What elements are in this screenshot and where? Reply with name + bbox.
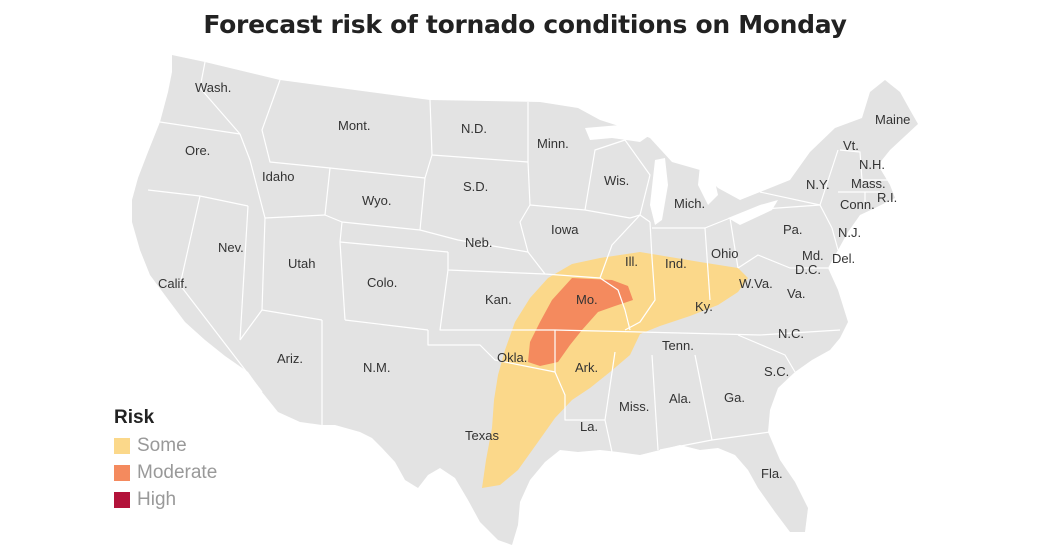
state-label-va: Va.: [787, 286, 806, 301]
legend-item-some: Some: [114, 432, 217, 459]
state-label-maine: Maine: [875, 112, 910, 127]
state-label-ri: R.I.: [877, 190, 897, 205]
state-label-texas: Texas: [465, 428, 499, 443]
state-label-colo: Colo.: [367, 275, 397, 290]
state-label-calif: Calif.: [158, 276, 188, 291]
state-label-wyo: Wyo.: [362, 193, 392, 208]
risk-area-moderate: [528, 278, 633, 366]
state-label-ky: Ky.: [695, 299, 713, 314]
state-label-utah: Utah: [288, 256, 315, 271]
legend-item-moderate: Moderate: [114, 459, 217, 486]
state-label-wva: W.Va.: [739, 276, 773, 291]
state-label-okla: Okla.: [497, 350, 527, 365]
state-label-mass: Mass.: [851, 176, 886, 191]
state-label-nh: N.H.: [859, 157, 885, 172]
state-label-ark: Ark.: [575, 360, 598, 375]
map-title: Forecast risk of tornado conditions on M…: [203, 10, 847, 39]
legend-item-high: High: [114, 486, 217, 513]
state-borders: [147, 61, 895, 453]
legend-swatch-some: [114, 437, 130, 454]
state-label-mont: Mont.: [338, 118, 371, 133]
state-label-ga: Ga.: [724, 390, 745, 405]
legend-swatch-high: [114, 491, 130, 508]
state-label-dc: D.C.: [795, 262, 821, 277]
state-label-ore: Ore.: [185, 143, 210, 158]
state-label-mich: Mich.: [674, 196, 705, 211]
state-label-tenn: Tenn.: [662, 338, 694, 353]
state-label-vt: Vt.: [843, 138, 859, 153]
state-label-ariz: Ariz.: [277, 351, 303, 366]
state-label-pa: Pa.: [783, 222, 803, 237]
state-label-nm: N.M.: [363, 360, 390, 375]
state-label-minn: Minn.: [537, 136, 569, 151]
legend-label-high: High: [137, 488, 177, 510]
lake-erie: [728, 200, 778, 225]
state-label-del: Del.: [832, 251, 855, 266]
state-label-ill: Ill.: [625, 254, 638, 269]
lake-huron: [698, 165, 718, 205]
legend-label-moderate: Moderate: [137, 461, 218, 483]
legend-swatch-moderate: [114, 464, 130, 481]
state-label-mo: Mo.: [576, 292, 598, 307]
state-label-nj: N.J.: [838, 225, 861, 240]
state-label-sc: S.C.: [764, 364, 789, 379]
state-labels: Wash. Ore. Calif. Idaho Nev. Mont. Wyo. …: [158, 80, 910, 481]
state-label-la: La.: [580, 419, 598, 434]
legend-title: Risk: [114, 407, 155, 428]
state-label-sd: S.D.: [463, 179, 488, 194]
state-label-ala: Ala.: [669, 391, 691, 406]
state-label-miss: Miss.: [619, 399, 649, 414]
state-label-ny: N.Y.: [806, 177, 830, 192]
state-label-nd: N.D.: [461, 121, 487, 136]
state-label-fla: Fla.: [761, 466, 783, 481]
state-label-ohio: Ohio: [711, 246, 738, 261]
state-label-wis: Wis.: [604, 173, 629, 188]
state-label-nc: N.C.: [778, 326, 804, 341]
state-label-idaho: Idaho: [262, 169, 295, 184]
state-label-nev: Nev.: [218, 240, 244, 255]
state-label-iowa: Iowa: [551, 222, 579, 237]
legend-label-some: Some: [137, 434, 187, 456]
state-label-wash: Wash.: [195, 80, 231, 95]
lake-superior: [585, 125, 650, 142]
state-label-kan: Kan.: [485, 292, 512, 307]
state-label-ind: Ind.: [665, 256, 687, 271]
state-label-md: Md.: [802, 248, 824, 263]
risk-legend: Risk Some Moderate High: [114, 407, 217, 513]
state-label-neb: Neb.: [465, 235, 492, 250]
state-label-conn: Conn.: [840, 197, 875, 212]
lake-michigan: [650, 158, 668, 225]
